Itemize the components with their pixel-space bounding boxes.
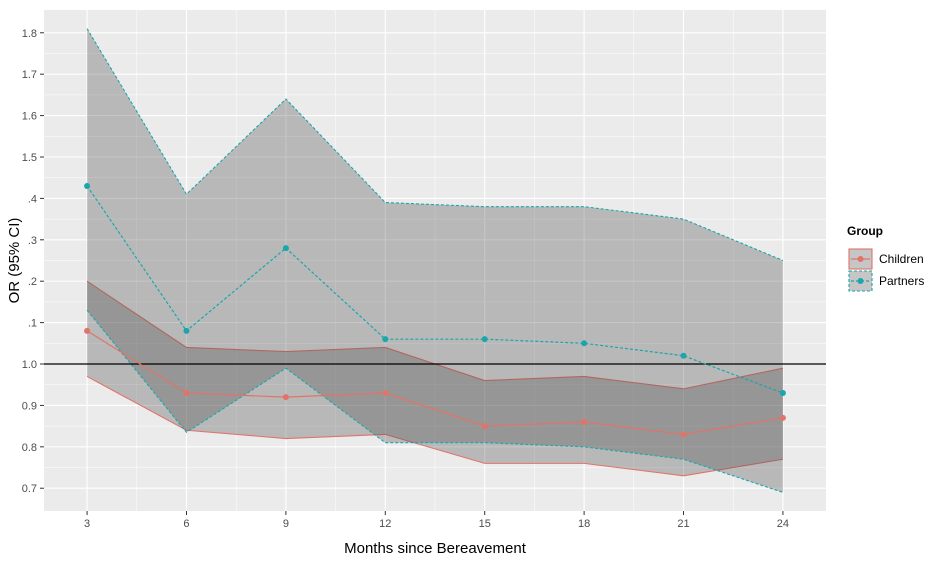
children-series-line bbox=[86, 330, 784, 436]
series-points bbox=[84, 182, 786, 438]
partners-legend-point bbox=[857, 278, 864, 284]
x-tick-label: 24 bbox=[777, 518, 789, 530]
axes: 3 6 9 12 15 18 21 24 0.7 0.8 0.9 1.0 .1 .2 .3 .4 1.5 1.6 1… bbox=[22, 28, 789, 530]
y-tick-label: 1.6 bbox=[22, 111, 37, 123]
series-lines bbox=[86, 185, 784, 436]
partners-point bbox=[183, 327, 190, 334]
y-tick-label: 1.5 bbox=[22, 152, 37, 164]
y-tick-label: .1 bbox=[28, 318, 37, 330]
children-point bbox=[282, 394, 289, 401]
partners-point bbox=[581, 340, 588, 347]
children-point bbox=[183, 389, 190, 396]
children-point bbox=[680, 431, 687, 438]
children-point bbox=[779, 414, 786, 421]
children-point bbox=[481, 423, 488, 430]
partners-ci-band bbox=[87, 28, 783, 493]
x-tick-label: 21 bbox=[677, 518, 689, 530]
partners-legend-label: Partners bbox=[879, 274, 924, 288]
x-tick-label: 15 bbox=[479, 518, 491, 530]
x-tick-label: 18 bbox=[578, 518, 590, 530]
children-ci-band bbox=[87, 281, 783, 476]
y-tick-label: 1.8 bbox=[22, 28, 37, 40]
partners-series-line bbox=[86, 185, 784, 394]
children-point bbox=[84, 327, 91, 334]
legend: Group Children Partners bbox=[847, 224, 924, 292]
y-tick-label: 0.7 bbox=[22, 483, 37, 495]
partners-point bbox=[481, 336, 488, 343]
x-tick-label: 12 bbox=[379, 518, 391, 530]
legend-title: Group bbox=[847, 224, 883, 238]
partners-ci-lower-edge bbox=[86, 309, 784, 493]
gridlines bbox=[44, 10, 826, 511]
x-tick-label: 6 bbox=[183, 518, 189, 530]
y-tick-label: 0.8 bbox=[22, 442, 37, 454]
partners-point bbox=[680, 352, 687, 359]
y-tick-label: 1.0 bbox=[22, 359, 37, 371]
children-ci-lower-edge bbox=[86, 375, 784, 477]
y-tick-label: 0.9 bbox=[22, 400, 37, 412]
x-tick-label: 3 bbox=[84, 518, 90, 530]
partners-point bbox=[382, 336, 389, 343]
x-tick-label: 9 bbox=[283, 518, 289, 530]
children-point bbox=[382, 389, 389, 396]
children-legend-point bbox=[857, 256, 864, 262]
legend-items: Children Partners bbox=[848, 248, 924, 292]
partners-point bbox=[779, 389, 786, 396]
partners-point bbox=[282, 245, 289, 252]
x-axis-title: Months since Bereavement bbox=[344, 540, 527, 557]
y-tick-label: .4 bbox=[28, 193, 37, 205]
children-legend-label: Children bbox=[879, 252, 924, 266]
y-tick-label: 1.7 bbox=[22, 69, 37, 81]
confidence-bands bbox=[86, 28, 784, 493]
children-point bbox=[581, 418, 588, 425]
partners-ci-upper-edge bbox=[86, 28, 784, 262]
y-tick-label: .3 bbox=[28, 235, 37, 247]
partners-point bbox=[84, 182, 91, 189]
y-tick-label: .2 bbox=[28, 276, 37, 288]
y-axis-title: OR (95% CI) bbox=[6, 218, 23, 304]
